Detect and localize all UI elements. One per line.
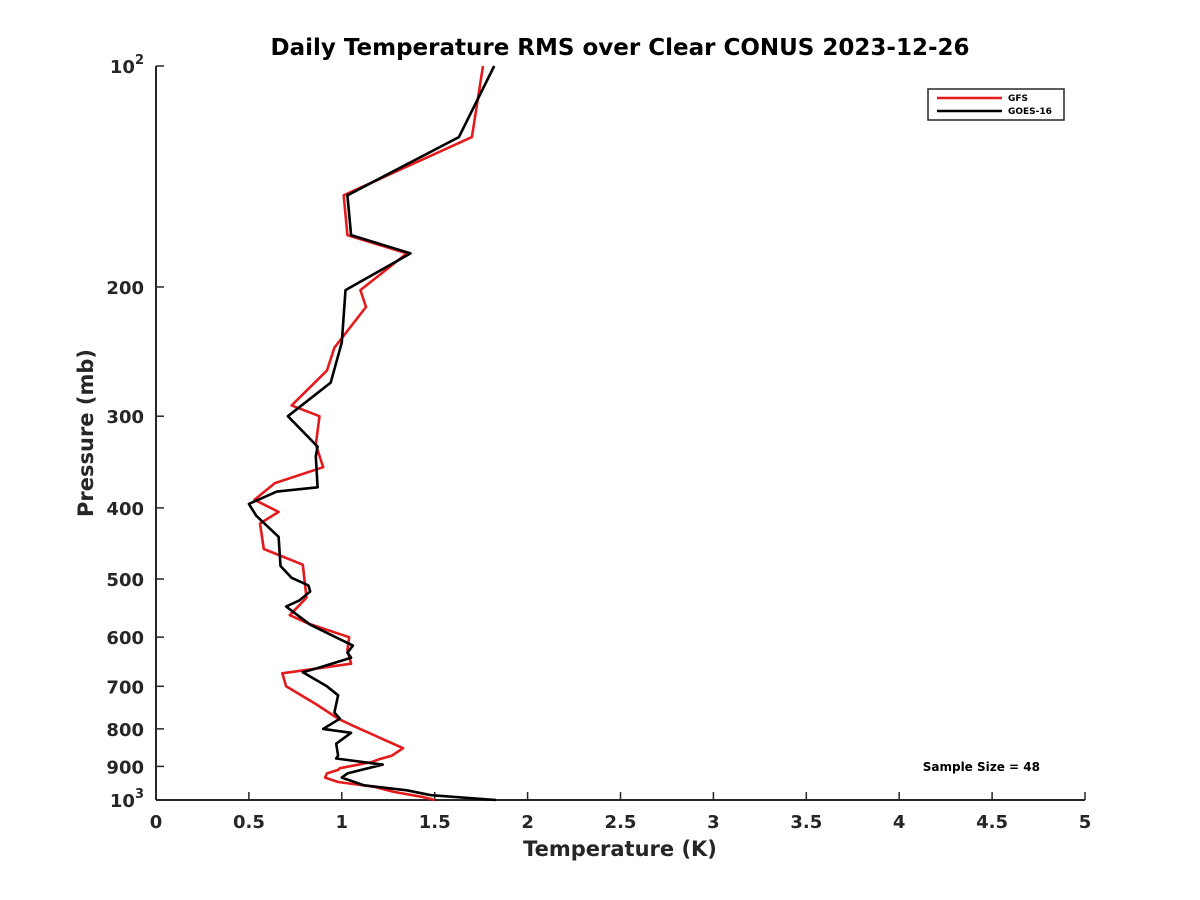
y-tick-label: 600 (106, 628, 144, 649)
series-lines (247, 65, 497, 802)
x-tick-label: 1 (336, 812, 349, 833)
y-tick-base: 500 (106, 570, 144, 591)
x-tick-label: 2.5 (605, 812, 637, 833)
y-tick-base: 900 (106, 757, 144, 778)
legend-box (927, 88, 1065, 121)
x-tick-label: 0 (150, 812, 163, 833)
series-line-gfs (253, 65, 485, 802)
x-tick-label: 2 (521, 812, 534, 833)
y-tick-base: 700 (106, 677, 144, 698)
x-tick-label: 4 (893, 812, 906, 833)
x-tick-label: 4.5 (976, 812, 1008, 833)
y-tick-label: 800 (106, 720, 144, 741)
x-axis-label: Temperature (K) (523, 837, 717, 861)
x-tick-label: 3.5 (790, 812, 822, 833)
y-tick-base: 10 (110, 791, 135, 812)
legend-label-goes16: GOES-16 (1008, 107, 1052, 117)
y-tick-base: 10 (110, 57, 135, 78)
y-tick-label: 102 (110, 53, 144, 78)
chart-title: Daily Temperature RMS over Clear CONUS 2… (270, 35, 969, 61)
legend[interactable]: GFS GOES-16 (927, 88, 1065, 121)
y-tick-label: 900 (106, 757, 144, 778)
x-tick-label: 5 (1079, 812, 1092, 833)
x-tick-label: 3 (707, 812, 720, 833)
y-tick-label: 500 (106, 570, 144, 591)
legend-label-gfs: GFS (1008, 94, 1028, 104)
series-line-goes-16 (247, 65, 497, 802)
y-tick-exponent: 2 (135, 53, 144, 68)
y-tick-base: 300 (106, 407, 144, 428)
y-tick-base: 400 (106, 499, 144, 520)
y-tick-label: 200 (106, 278, 144, 299)
y-tick-label: 700 (106, 677, 144, 698)
y-tick-base: 200 (106, 278, 144, 299)
y-axis-label: Pressure (mb) (74, 349, 98, 517)
y-tick-base: 800 (106, 720, 144, 741)
y-tick-label: 103 (110, 787, 144, 812)
x-tick-label: 1.5 (419, 812, 451, 833)
axes (155, 66, 1085, 801)
x-tick-label: 0.5 (233, 812, 265, 833)
y-tick-base: 600 (106, 628, 144, 649)
sample-size-annotation: Sample Size = 48 (923, 760, 1040, 774)
x-ticks: 0 0.5 1 1.5 2 2.5 3 3.5 4 4.5 5 (150, 792, 1092, 833)
y-tick-label: 300 (106, 407, 144, 428)
y-tick-label: 400 (106, 499, 144, 520)
y-tick-exponent: 3 (135, 787, 144, 802)
